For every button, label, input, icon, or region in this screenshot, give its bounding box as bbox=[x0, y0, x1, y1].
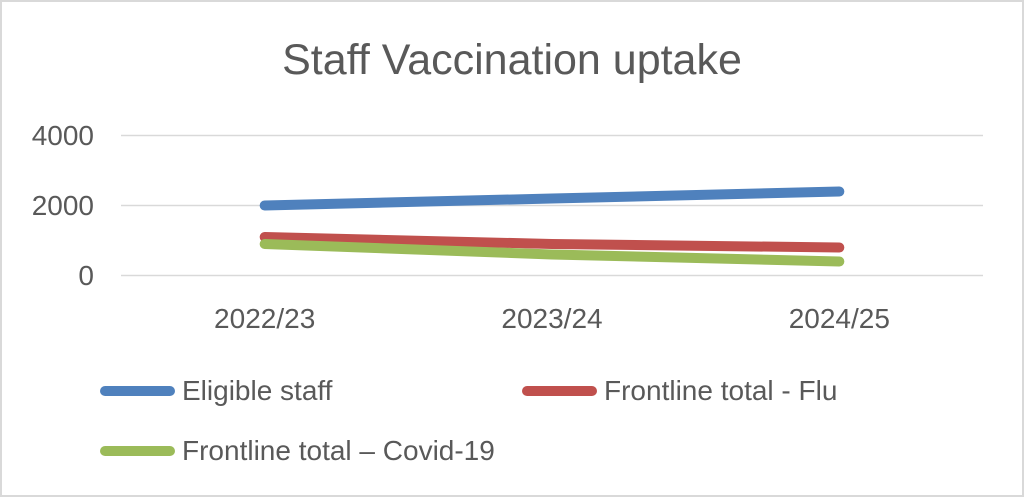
x-axis-label-2024-25: 2024/25 bbox=[788, 303, 890, 334]
x-axis-label-2022-23: 2022/23 bbox=[214, 303, 316, 334]
chart-title: Staff Vaccination uptake bbox=[282, 36, 742, 84]
y-axis-tick-0: 0 bbox=[78, 259, 94, 291]
legend-swatch-green-icon bbox=[100, 446, 175, 456]
legend-label: Frontline total – Covid-19 bbox=[182, 435, 495, 466]
legend-item-frontline-flu: Frontline total - Flu bbox=[522, 375, 838, 406]
y-axis-tick-4000: 4000 bbox=[31, 119, 94, 151]
legend-label: Eligible staff bbox=[182, 375, 333, 406]
series-line-2 bbox=[259, 239, 845, 267]
legend-label: Frontline total - Flu bbox=[604, 375, 838, 406]
legend-swatch-blue-icon bbox=[100, 386, 175, 396]
legend-swatch-red-icon bbox=[522, 386, 597, 396]
y-axis-tick-2000: 2000 bbox=[31, 189, 94, 221]
legend-item-frontline-covid: Frontline total – Covid-19 bbox=[100, 435, 495, 466]
x-axis-label-2023-24: 2023/24 bbox=[501, 303, 603, 334]
series-line-0 bbox=[259, 186, 845, 211]
legend-item-eligible-staff: Eligible staff bbox=[100, 375, 333, 406]
series-line-1 bbox=[259, 232, 845, 253]
